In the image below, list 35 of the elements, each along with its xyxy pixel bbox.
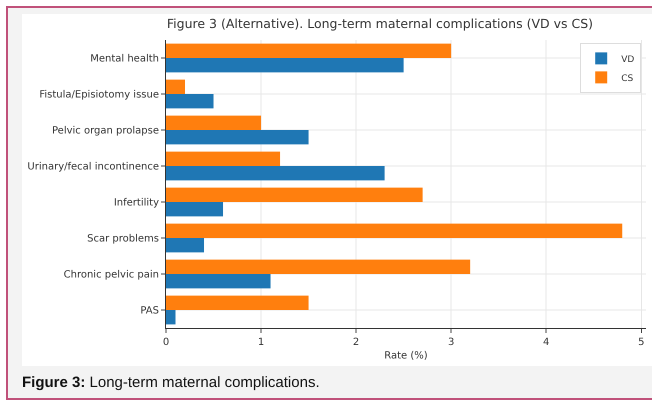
bar bbox=[166, 224, 622, 238]
bar bbox=[166, 238, 204, 252]
legend-label: CS bbox=[621, 74, 634, 84]
y-tick-label: Pelvic organ prolapse bbox=[52, 126, 159, 136]
bar bbox=[166, 94, 214, 108]
bar bbox=[166, 296, 309, 310]
y-tick-label: Scar problems bbox=[87, 234, 159, 244]
bar bbox=[166, 166, 385, 180]
y-tick-label: Mental health bbox=[90, 54, 159, 64]
bar bbox=[166, 80, 186, 94]
caption: Figure 3: Long-term maternal complications. bbox=[22, 374, 320, 391]
chart-title: Figure 3 (Alternative). Long-term maternal complications (VD vs CS) bbox=[166, 16, 594, 32]
bar bbox=[166, 44, 452, 58]
y-tick-label: PAS bbox=[140, 306, 159, 316]
y-tick-label: Urinary/fecal incontinence bbox=[27, 162, 159, 172]
bar bbox=[166, 274, 271, 288]
x-tick-label: 2 bbox=[352, 337, 360, 348]
legend-label: VD bbox=[621, 54, 634, 65]
x-tick-label: 3 bbox=[448, 337, 454, 348]
bar bbox=[166, 116, 262, 130]
x-tick-label: 0 bbox=[162, 337, 170, 348]
x-tick-label: 5 bbox=[638, 337, 644, 348]
bar bbox=[166, 152, 280, 166]
y-tick-label: Infertility bbox=[114, 198, 160, 208]
y-tick-label: Chronic pelvic pain bbox=[64, 270, 159, 280]
x-tick-label: 1 bbox=[258, 337, 264, 348]
bar bbox=[166, 130, 309, 144]
bar bbox=[166, 188, 423, 202]
x-axis-title: Rate (%) bbox=[384, 350, 428, 362]
x-tick-label: 4 bbox=[543, 337, 550, 348]
bar bbox=[166, 310, 176, 324]
bar bbox=[166, 260, 470, 274]
bar bbox=[166, 202, 224, 216]
y-tick-label: Fistula/Episiotomy issue bbox=[39, 90, 159, 100]
bar bbox=[166, 58, 404, 72]
